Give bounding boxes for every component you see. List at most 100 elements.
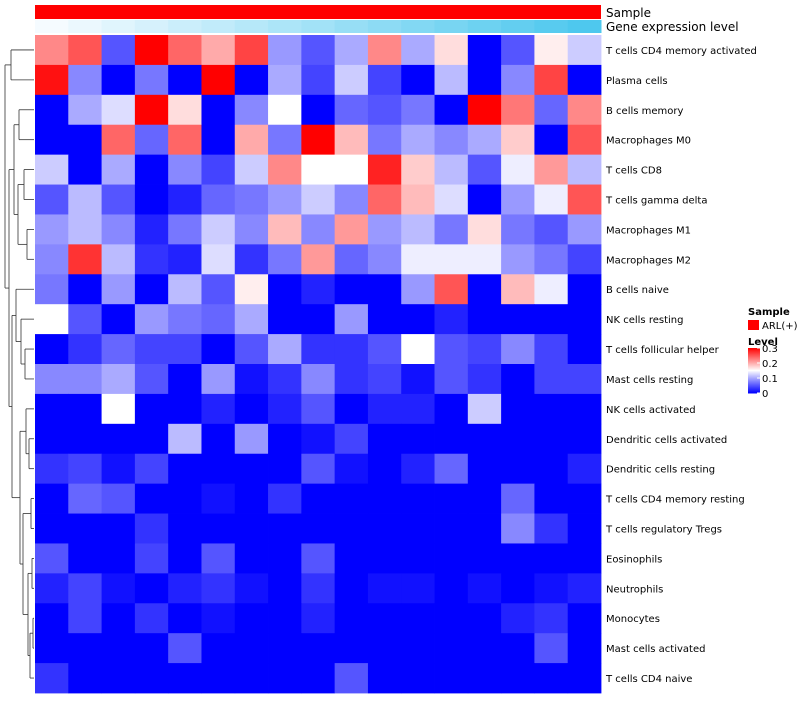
heatmap-cell: [401, 603, 435, 634]
heatmap-cell: [467, 214, 502, 245]
legend-tick-label: 0.3: [762, 344, 778, 355]
heatmap-cell: [367, 573, 402, 604]
heatmap-cell: [201, 334, 236, 365]
heatmap-cell: [501, 423, 535, 455]
annotation-expression-cell: [168, 20, 202, 33]
heatmap-cell: [234, 573, 269, 604]
heatmap-cell: [301, 274, 336, 305]
legend-colorbar-segment: [748, 386, 760, 388]
heatmap-cell: [301, 364, 336, 395]
heatmap-cell: [401, 543, 435, 574]
heatmap-cell: [134, 543, 169, 574]
heatmap-cell: [68, 393, 102, 425]
heatmap-cell: [401, 304, 435, 335]
heatmap-cell: [367, 184, 402, 215]
heatmap-cell: [367, 423, 402, 455]
row-label: Mast cells resting: [606, 375, 693, 386]
annotation-label-sample: Sample: [606, 6, 651, 20]
heatmap-cell: [134, 393, 169, 425]
heatmap-cell: [35, 573, 69, 604]
heatmap-cell: [367, 483, 402, 514]
heatmap-cell: [101, 334, 136, 365]
heatmap-cell: [201, 633, 236, 664]
legend-colorbar-segment: [748, 357, 760, 359]
heatmap-cell: [334, 244, 369, 275]
legend-colorbar-segment: [748, 375, 760, 377]
annotation-expression-cell: [101, 20, 136, 33]
heatmap-cell: [201, 573, 236, 604]
heatmap-cell: [234, 94, 269, 126]
heatmap-cell: [434, 364, 469, 395]
heatmap-cell: [334, 453, 369, 485]
heatmap-cell: [201, 393, 236, 425]
heatmap-cell: [534, 274, 569, 305]
heatmap-cell: [168, 124, 202, 156]
heatmap-cell: [434, 633, 469, 664]
heatmap-cell: [35, 663, 69, 694]
heatmap-cell: [101, 94, 136, 126]
heatmap-cell: [434, 94, 469, 126]
heatmap-cell: [201, 35, 236, 66]
heatmap-cell: [101, 543, 136, 574]
heatmap-cell: [101, 483, 136, 514]
heatmap-cell: [434, 154, 469, 185]
heatmap-cell: [168, 274, 202, 305]
heatmap-cell: [234, 154, 269, 185]
heatmap-cell: [68, 513, 102, 544]
row-label: Monocytes: [606, 614, 660, 625]
heatmap-cell: [334, 393, 369, 425]
annotation-expression-cell: [467, 20, 502, 33]
annotation-label-expression: Gene expression level: [606, 20, 739, 34]
row-label: T cells gamma delta: [605, 196, 707, 207]
legend-colorbar-segment: [748, 385, 760, 387]
legend-colorbar-segment: [748, 371, 760, 373]
row-label: T cells CD4 memory resting: [605, 495, 745, 506]
heatmap-cell: [68, 64, 102, 96]
legend-colorbar-segment: [748, 380, 760, 382]
heatmap-cell: [434, 35, 469, 66]
heatmap-cell: [334, 214, 369, 245]
heatmap-cell: [268, 364, 302, 395]
heatmap-cell: [101, 573, 136, 604]
heatmap-cell: [68, 453, 102, 485]
heatmap-cell: [134, 573, 169, 604]
heatmap-cell: [134, 633, 169, 664]
heatmap-cell: [367, 543, 402, 574]
heatmap-cell: [134, 154, 169, 185]
heatmap-cell: [401, 274, 435, 305]
heatmap-cell: [567, 513, 602, 544]
heatmap-cell: [68, 154, 102, 185]
heatmap-cell: [168, 94, 202, 126]
heatmap-cell: [367, 64, 402, 96]
heatmap-cell: [101, 603, 136, 634]
heatmap-cell: [201, 543, 236, 574]
row-label: T cells regulatory Tregs: [605, 525, 722, 536]
row-label: Dendritic cells resting: [606, 465, 715, 476]
heatmap-cell: [434, 214, 469, 245]
heatmap-cell: [234, 633, 269, 664]
heatmap-cell: [367, 453, 402, 485]
heatmap-cell: [68, 214, 102, 245]
heatmap-cell: [467, 184, 502, 215]
heatmap-cell: [268, 244, 302, 275]
legend-colorbar-segment: [748, 363, 760, 365]
heatmap-cell: [567, 244, 602, 275]
row-label: NK cells activated: [606, 405, 696, 416]
heatmap-cell: [434, 603, 469, 634]
heatmap-cell: [534, 124, 569, 156]
legend-colorbar-segment: [748, 382, 760, 384]
annotation-expression-cell: [434, 20, 469, 33]
heatmap-cell: [234, 483, 269, 514]
row-label: NK cells resting: [606, 315, 683, 326]
heatmap-cell: [201, 124, 236, 156]
heatmap-cell: [467, 304, 502, 335]
heatmap-cells: [35, 35, 602, 694]
heatmap-cell: [134, 663, 169, 694]
heatmap-cell: [534, 214, 569, 245]
heatmap-cell: [168, 154, 202, 185]
heatmap-cell: [35, 94, 69, 126]
legend-tick-label: 0.1: [762, 374, 778, 385]
heatmap-cell: [234, 334, 269, 365]
heatmap-cell: [101, 35, 136, 66]
heatmap-cell: [401, 94, 435, 126]
